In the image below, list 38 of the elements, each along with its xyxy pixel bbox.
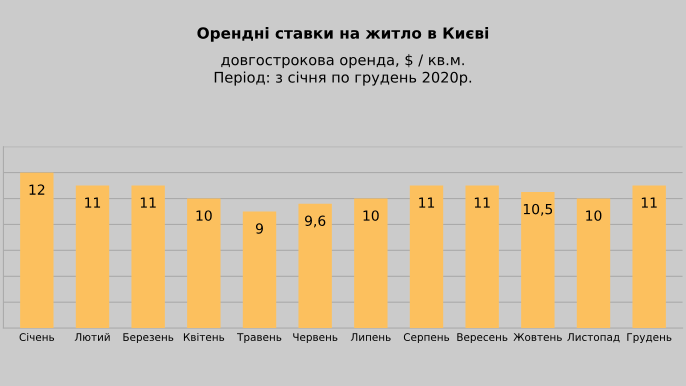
chart-title: Орендні ставки на житло в Києві [197,27,488,42]
data-label: 10 [364,210,379,221]
data-label: 11 [474,198,490,208]
data-label: 11 [419,198,434,208]
x-tick-label: Травень [237,333,282,344]
data-label: 9 [256,223,263,234]
data-label: 9,6 [304,216,326,228]
bar [410,186,444,328]
bar [521,192,555,328]
x-tick-label: Грудень [627,333,672,344]
data-label: 11 [140,198,156,208]
x-tick-label: Лютий [74,333,110,342]
data-label: 11 [85,198,100,208]
chart-subtitle: довгострокова оренда, $ / кв.м. Період: з січня по грудень 2020р. [214,54,472,86]
bar [131,186,165,328]
data-label: 10 [586,210,602,221]
x-tick-label: Березень [123,333,174,344]
x-tick-label: Січень [20,332,54,342]
bar [242,211,276,328]
x-tick-label: Червень [293,333,338,344]
x-tick-label: Листопад [567,333,620,342]
data-label: 12 [30,184,44,195]
data-label: 11 [642,198,657,208]
bar [576,198,610,328]
bar [76,186,110,328]
bar [298,204,332,328]
data-label: 10,5 [524,204,552,216]
x-tick-label: Вересень [457,333,508,344]
x-tick-label: Квітень [184,332,224,342]
bar [20,172,54,328]
data-label: 10 [196,210,212,221]
x-tick-label: Липень [350,333,391,342]
x-tick-label: Серпень [404,333,450,344]
bar [632,186,666,328]
bar [187,198,221,328]
x-tick-label: Жовтень [513,333,562,342]
bar [354,198,388,328]
bar [465,186,499,328]
